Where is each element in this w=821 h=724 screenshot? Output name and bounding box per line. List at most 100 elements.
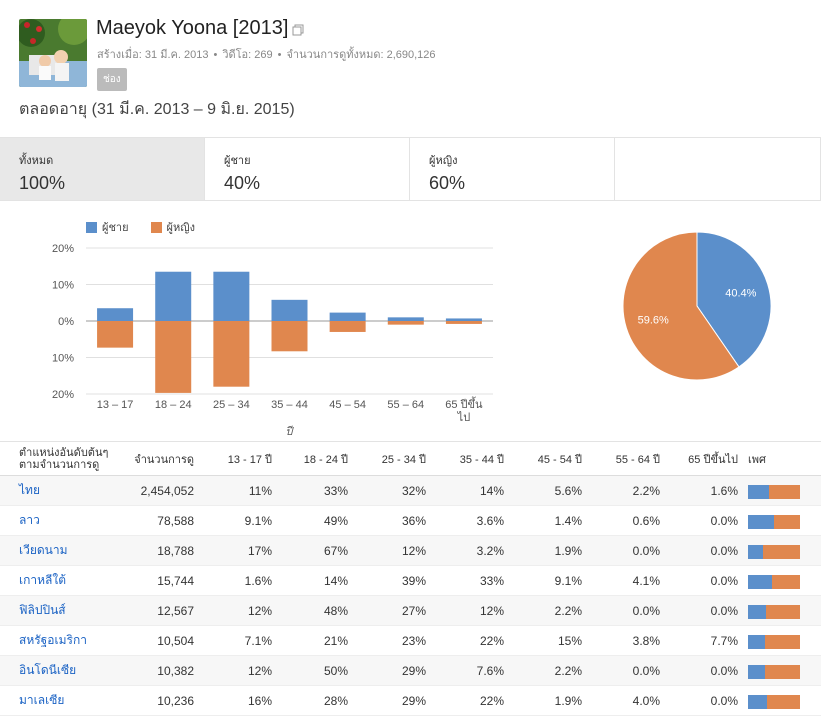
x-tick-label: 45 – 54 bbox=[329, 399, 366, 411]
date-range[interactable]: ตลอดอายุ (31 มี.ค. 2013 – 9 มิ.ย. 2015) bbox=[19, 101, 295, 118]
x-tick-label: 13 – 17 bbox=[97, 399, 134, 411]
header-age-35-44[interactable]: 35 - 44 ปี bbox=[459, 453, 504, 466]
country-link[interactable]: สหรัฐอเมริกา bbox=[19, 633, 87, 647]
tab-male[interactable]: ผู้ชาย 40% bbox=[205, 138, 410, 200]
cell-a7: 0.0% bbox=[710, 543, 738, 558]
cell-a5: 15% bbox=[557, 633, 582, 648]
channel-header: Maeyok Yoona [2013] สร้างเมื่อ: 31 มี.ค.… bbox=[0, 0, 821, 137]
cell-a3: 12% bbox=[401, 543, 426, 558]
gender-bar-female bbox=[763, 545, 800, 559]
table-row: ไทย 2,454,052 11% 33% 32% 14% 5.6% 2.2% 1.6% bbox=[0, 476, 821, 506]
cell-a6: 4.0% bbox=[632, 693, 660, 708]
cell-a2: 49% bbox=[323, 513, 348, 528]
legend-swatch-female bbox=[150, 221, 162, 233]
cell-a6: 0.6% bbox=[632, 513, 660, 528]
gender-split-bar bbox=[748, 545, 800, 559]
cell-a5: 1.4% bbox=[554, 513, 582, 528]
bar-female bbox=[387, 321, 424, 325]
cell-a6: 0.0% bbox=[632, 663, 660, 678]
country-link[interactable]: เกาหลีใต้ bbox=[19, 573, 67, 587]
bar-female bbox=[271, 321, 308, 352]
header-age-25-34[interactable]: 25 - 34 ปี bbox=[381, 453, 426, 466]
cell-a3: 32% bbox=[401, 483, 426, 498]
cell-a6: 2.2% bbox=[632, 483, 660, 498]
legend-item-female[interactable]: ผู้หญิง bbox=[150, 218, 195, 236]
gender-bar-male bbox=[748, 575, 772, 589]
header-age-65-plus[interactable]: 65 ปีขึ้นไป bbox=[688, 453, 738, 466]
tab-value: 40% bbox=[224, 173, 261, 193]
age-gender-bar-chart: 20% 10% 0% 10% 20% 13 – 17 18 – 24 25 – 34 35 – … bbox=[52, 231, 772, 438]
gender-tabs: ทั้งหมด 100% ผู้ชาย 40% ผู้หญิง 60% bbox=[0, 137, 821, 201]
cell-a4: 33% bbox=[479, 573, 504, 588]
header-location-line1: ตำแหน่งอันดับต้นๆ bbox=[19, 446, 109, 459]
external-link-icon[interactable] bbox=[292, 23, 304, 35]
table-header: ตำแหน่งอันดับต้นๆ ตามจำนวนการดู จำนวนการ… bbox=[0, 441, 821, 476]
table-row: เวียดนาม 18,788 17% 67% 12% 3.2% 1.9% 0.0% 0.0% bbox=[0, 536, 821, 566]
table-row: อินโดนีเซีย 10,382 12% 50% 29% 7.6% 2.2% 0.0% 0.… bbox=[0, 656, 821, 686]
country-link[interactable]: มาเลเซีย bbox=[19, 693, 65, 707]
gender-split-bar bbox=[748, 485, 800, 499]
cell-a6: 0.0% bbox=[632, 603, 660, 618]
cell-a4: 12% bbox=[479, 603, 504, 618]
header-views[interactable]: จำนวนการดู bbox=[134, 453, 194, 466]
pie-slice-label: 59.6% bbox=[638, 315, 669, 327]
gender-split-bar bbox=[748, 665, 800, 679]
cell-views: 10,504 bbox=[157, 633, 194, 648]
gender-split-bar bbox=[748, 575, 800, 589]
cell-a4: 3.6% bbox=[476, 513, 504, 528]
country-link[interactable]: เวียดนาม bbox=[19, 543, 68, 557]
cell-a5: 9.1% bbox=[554, 573, 582, 588]
header-age-55-64[interactable]: 55 - 64 ปี bbox=[615, 453, 660, 466]
cell-views: 18,788 bbox=[157, 543, 194, 558]
country-link[interactable]: ฟิลิปปินส์ bbox=[19, 603, 66, 617]
channel-thumbnail[interactable] bbox=[19, 19, 87, 87]
cell-views: 15,744 bbox=[157, 573, 194, 588]
cell-views: 78,588 bbox=[157, 513, 194, 528]
pie-slice-female bbox=[622, 231, 740, 381]
cell-a2: 14% bbox=[323, 573, 348, 588]
gender-bar-female bbox=[765, 635, 800, 649]
header-age-13-17[interactable]: 13 - 17 ปี bbox=[227, 453, 272, 466]
cell-a1: 16% bbox=[247, 693, 272, 708]
gender-bar-male bbox=[748, 485, 770, 499]
cell-a2: 28% bbox=[323, 693, 348, 708]
total-views: จำนวนการดูทั้งหมด: 2,690,126 bbox=[286, 49, 436, 61]
channel-title[interactable]: Maeyok Yoona [2013] bbox=[96, 17, 289, 39]
cell-a7: 1.6% bbox=[710, 483, 738, 498]
cell-a7: 0.0% bbox=[710, 663, 738, 678]
gender-bar-male bbox=[748, 515, 774, 529]
tab-label: ผู้หญิง bbox=[429, 155, 458, 167]
table-row: มาเลเซีย 10,236 16% 28% 29% 22% 1.9% 4.0% 0.0% bbox=[0, 686, 821, 716]
cell-a7: 0.0% bbox=[710, 513, 738, 528]
country-link[interactable]: อินโดนีเซีย bbox=[19, 663, 77, 677]
tab-label: ผู้ชาย bbox=[224, 155, 251, 167]
gender-bar-female bbox=[769, 485, 800, 499]
bar-male bbox=[329, 312, 366, 321]
cell-a1: 11% bbox=[248, 483, 272, 498]
cell-a4: 14% bbox=[479, 483, 504, 498]
gender-bar-female bbox=[774, 515, 800, 529]
header-location[interactable]: ตำแหน่งอันดับต้นๆ ตามจำนวนการดู bbox=[19, 442, 108, 475]
cell-a3: 27% bbox=[401, 603, 426, 618]
pie-slice-label: 40.4% bbox=[725, 287, 756, 299]
gender-split-bar bbox=[748, 605, 800, 619]
header-gender[interactable]: เพศ bbox=[748, 453, 766, 466]
tab-female[interactable]: ผู้หญิง 60% bbox=[410, 138, 615, 200]
header-age-18-24[interactable]: 18 - 24 ปี bbox=[303, 453, 348, 466]
legend-item-male[interactable]: ผู้ชาย bbox=[86, 218, 129, 236]
y-tick-label: 0% bbox=[58, 316, 74, 328]
gender-bar-male bbox=[748, 665, 766, 679]
cell-a7: 7.7% bbox=[710, 633, 738, 648]
header-age-45-54[interactable]: 45 - 54 ปี bbox=[537, 453, 582, 466]
country-link[interactable]: ลาว bbox=[19, 513, 40, 527]
legend-label: ผู้ชาย bbox=[102, 222, 129, 234]
bar-male bbox=[155, 271, 192, 321]
cell-a1: 9.1% bbox=[244, 513, 272, 528]
cell-a3: 29% bbox=[401, 693, 426, 708]
x-tick-label: 35 – 44 bbox=[271, 399, 308, 411]
channel-meta: สร้างเมื่อ: 31 มี.ค. 2013 • วิดีโอ: 269 • จำ… bbox=[97, 49, 436, 61]
country-link[interactable]: ไทย bbox=[19, 483, 40, 497]
cell-a4: 3.2% bbox=[476, 543, 504, 558]
cell-a1: 12% bbox=[247, 603, 272, 618]
tab-all[interactable]: ทั้งหมด 100% bbox=[0, 138, 205, 200]
